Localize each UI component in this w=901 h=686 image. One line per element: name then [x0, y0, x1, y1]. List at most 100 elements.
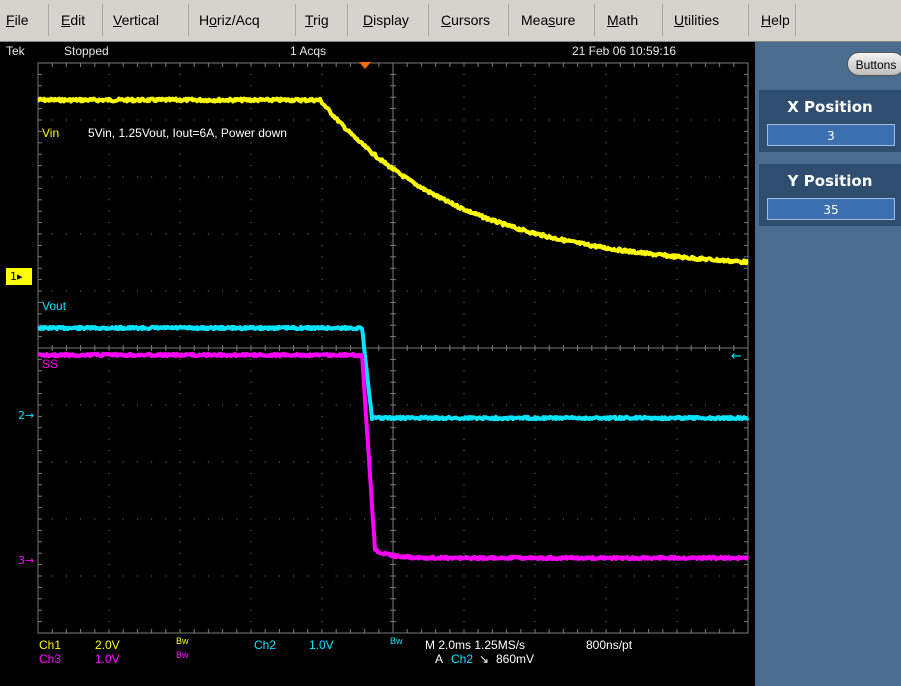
grid-dot — [676, 586, 678, 588]
grid-dot — [605, 518, 607, 520]
grid-dot — [179, 518, 181, 520]
y-position-input[interactable]: 35 — [767, 198, 895, 220]
menu-item-math[interactable]: Math — [607, 12, 638, 28]
graticule — [37, 62, 750, 634]
grid-dot — [577, 575, 579, 577]
menu-item-horiz-acq[interactable]: Horiz/Acq — [199, 12, 260, 28]
grid-dot — [463, 472, 465, 474]
menu-item-utilities[interactable]: Utilities — [674, 12, 719, 28]
grid-dot — [179, 552, 181, 554]
grid-dot — [591, 518, 593, 520]
menu-item-measure[interactable]: Measure — [521, 12, 575, 28]
grid-dot — [719, 233, 721, 235]
grid-dot — [463, 507, 465, 509]
ch1-ground-marker[interactable]: 1▸ — [6, 268, 32, 285]
ch2-ground-marker[interactable]: 2→ — [18, 409, 35, 422]
grid-dot — [250, 575, 252, 577]
grid-dot — [534, 427, 536, 429]
grid-dot — [463, 96, 465, 98]
grid-dot — [136, 575, 138, 577]
grid-dot — [378, 119, 380, 121]
grid-dot — [619, 575, 621, 577]
grid-dot — [193, 119, 195, 121]
grid-dot — [619, 176, 621, 178]
grid-dot — [662, 119, 664, 121]
grid-dot — [491, 461, 493, 463]
menu-label-part: H — [199, 12, 210, 28]
grid-dot — [676, 279, 678, 281]
vout-label: Vout — [42, 299, 67, 313]
grid-dot — [321, 370, 323, 372]
menu-item-help[interactable]: Help — [761, 12, 790, 28]
grid-dot — [534, 199, 536, 201]
grid-dot — [250, 461, 252, 463]
grid-dot — [108, 393, 110, 395]
grid-dot — [648, 233, 650, 235]
grid-dot — [506, 176, 508, 178]
menu-item-display[interactable]: Display — [363, 12, 409, 28]
grid-dot — [122, 290, 124, 292]
grid-dot — [605, 96, 607, 98]
grid-dot — [80, 461, 82, 463]
grid-dot — [193, 518, 195, 520]
grid-dot — [463, 267, 465, 269]
grid-dot — [165, 518, 167, 520]
grid-dot — [605, 552, 607, 554]
grid-dot — [165, 461, 167, 463]
waveform-display[interactable]: 1▸ 2→ 3→ ← Vin 5Vin, 1.25Vout, Iout=6A, … — [0, 60, 755, 686]
grid-dot — [222, 575, 224, 577]
grid-dot — [250, 85, 252, 87]
menu-accelerator: E — [61, 12, 71, 28]
grid-dot — [577, 518, 579, 520]
grid-dot — [51, 518, 53, 520]
grid-dot — [179, 176, 181, 178]
grid-dot — [108, 222, 110, 224]
menu-item-trig[interactable]: Trig — [305, 12, 329, 28]
grid-dot — [676, 461, 678, 463]
ch3-ground-marker[interactable]: 3→ — [18, 554, 35, 567]
grid-dot — [534, 256, 536, 258]
grid-dot — [151, 176, 153, 178]
grid-dot — [250, 222, 252, 224]
grid-dot — [605, 108, 607, 110]
grid-dot — [293, 233, 295, 235]
menu-item-edit[interactable]: Edit — [61, 12, 85, 28]
menu-item-file[interactable]: File — [6, 12, 29, 28]
grid-dot — [378, 518, 380, 520]
grid-dot — [321, 176, 323, 178]
grid-dot — [264, 233, 266, 235]
grid-dot — [179, 609, 181, 611]
grid-dot — [250, 279, 252, 281]
ch2-bandwidth-icon: Bw — [390, 636, 403, 646]
grid-dot — [406, 404, 408, 406]
grid-dot — [136, 518, 138, 520]
grid-dot — [676, 336, 678, 338]
grid-dot — [534, 507, 536, 509]
grid-dot — [179, 119, 181, 121]
grid-dot — [321, 575, 323, 577]
grid-dot — [321, 484, 323, 486]
menu-accelerator: H — [761, 12, 772, 28]
menu-label-part: ath — [618, 12, 639, 28]
y-position-control: Y Position 35 — [759, 164, 901, 226]
grid-dot — [676, 564, 678, 566]
menu-item-vertical[interactable]: Vertical — [113, 12, 159, 28]
grid-dot — [605, 564, 607, 566]
grid-dot — [250, 267, 252, 269]
ch3-scale: 1.0V — [95, 652, 120, 666]
grid-dot — [605, 119, 607, 121]
grid-dot — [179, 199, 181, 201]
grid-dot — [65, 404, 67, 406]
menu-label-part: elp — [771, 12, 790, 28]
grid-dot — [463, 73, 465, 75]
grid-dot — [605, 267, 607, 269]
menu-item-cursors[interactable]: Cursors — [441, 12, 490, 28]
grid-dot — [108, 484, 110, 486]
x-position-input[interactable]: 3 — [767, 124, 895, 146]
grid-dot — [676, 130, 678, 132]
buttons-button[interactable]: Buttons — [847, 52, 901, 76]
grid-dot — [165, 575, 167, 577]
menu-separator — [295, 4, 296, 36]
grid-dot — [108, 621, 110, 623]
grid-dot — [605, 450, 607, 452]
